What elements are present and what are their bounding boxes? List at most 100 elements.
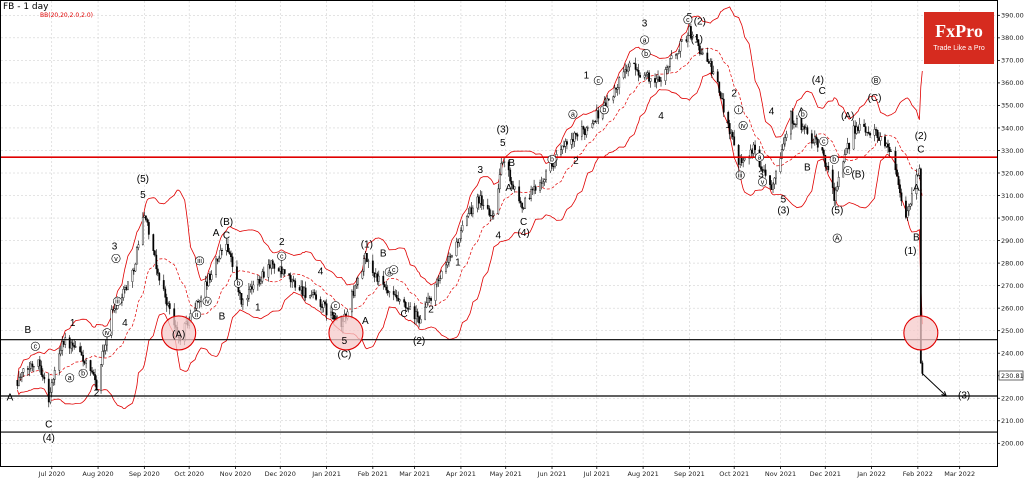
candle [322,299,325,313]
forecast-arrowhead [941,391,948,397]
candle [676,53,679,60]
subwave-label: iii [195,256,205,266]
forecast-arrow [921,373,948,397]
candle [218,255,220,263]
candle [406,307,409,311]
candle [135,246,138,265]
x-tick-label: Mar 2022 [944,470,975,478]
candle [900,188,903,206]
candle [482,199,485,210]
candle [670,50,673,60]
x-tick-label: Jan 2022 [856,470,886,478]
candle [252,280,255,293]
x-tick-label: Dec 2020 [265,470,296,478]
wave-label: A [213,228,220,239]
y-tick-label: 310.00 [1001,192,1024,200]
candle [439,275,441,284]
candle [727,110,730,128]
candle [542,177,544,188]
candle [392,286,395,301]
subwave-label: c [683,15,693,25]
candle [597,107,600,125]
last-price-marker: 230.81 [998,370,1024,381]
candle [144,215,147,222]
candle [134,262,137,273]
candle [31,361,34,372]
candle [354,285,356,298]
subwave-label: c [593,76,603,86]
candle [543,178,546,186]
subwave-text: a [643,37,647,44]
candle [570,132,573,150]
candle [292,275,295,283]
candle [622,67,625,80]
candle [43,372,46,384]
candle [403,296,406,307]
candle [728,119,731,140]
subwave-text: c [686,17,690,24]
candle [73,339,76,350]
candle [664,66,667,86]
candle [722,93,725,117]
candle [79,342,82,353]
candle [388,291,391,298]
subwave-label: B [871,76,881,86]
candle [822,148,825,161]
x-tick-label: Mar 2021 [399,470,430,478]
wave-label: (3) [497,124,509,135]
candle [158,271,161,286]
highlight-circle [903,315,939,351]
y-tick-label: 270.00 [1001,282,1024,290]
wave-label: C [401,309,408,320]
candle [22,368,25,377]
highlight-circle [328,315,364,351]
y-tick-label: 350.00 [1001,102,1024,110]
candle [667,65,670,74]
candle [719,90,722,99]
wave-label: (B) [851,170,864,181]
y-tick-label: 200.00 [1001,440,1024,448]
y-tick-label: 250.00 [1001,327,1024,335]
subwave-text: b [81,371,85,378]
candle [436,277,438,288]
subwave-label: ii [192,310,202,320]
candle [85,357,88,369]
candle [607,98,610,101]
wave-label: B [913,233,920,244]
candle [480,191,483,211]
candle [592,119,595,126]
subwave-label: b [829,154,839,164]
candle [896,163,898,177]
candle [377,270,380,287]
subwave-label: b [233,278,243,288]
candle [38,355,41,373]
x-tick-label: Nov 2020 [220,470,251,478]
subwave-label: a [568,109,578,119]
candle [94,368,96,387]
candle [915,168,918,200]
candle [507,159,510,177]
candle [524,196,527,209]
wave-label: B [508,158,515,169]
candle [772,182,774,193]
candle [706,47,709,62]
candle [837,171,840,190]
candle [742,156,745,168]
last-price-label: 230.81 [1001,372,1024,380]
candle [383,282,386,288]
candle [545,169,547,183]
candle [367,258,370,268]
wave-label: C [223,230,230,241]
candle [785,130,788,142]
candle [231,252,234,273]
candle [89,359,92,376]
candle [612,95,615,104]
x-tick-label: Sep 2021 [674,470,705,478]
x-tick-label: May 2021 [490,470,522,478]
candle [678,49,680,54]
candle [267,259,270,282]
candle [794,123,797,128]
candle [155,249,158,276]
